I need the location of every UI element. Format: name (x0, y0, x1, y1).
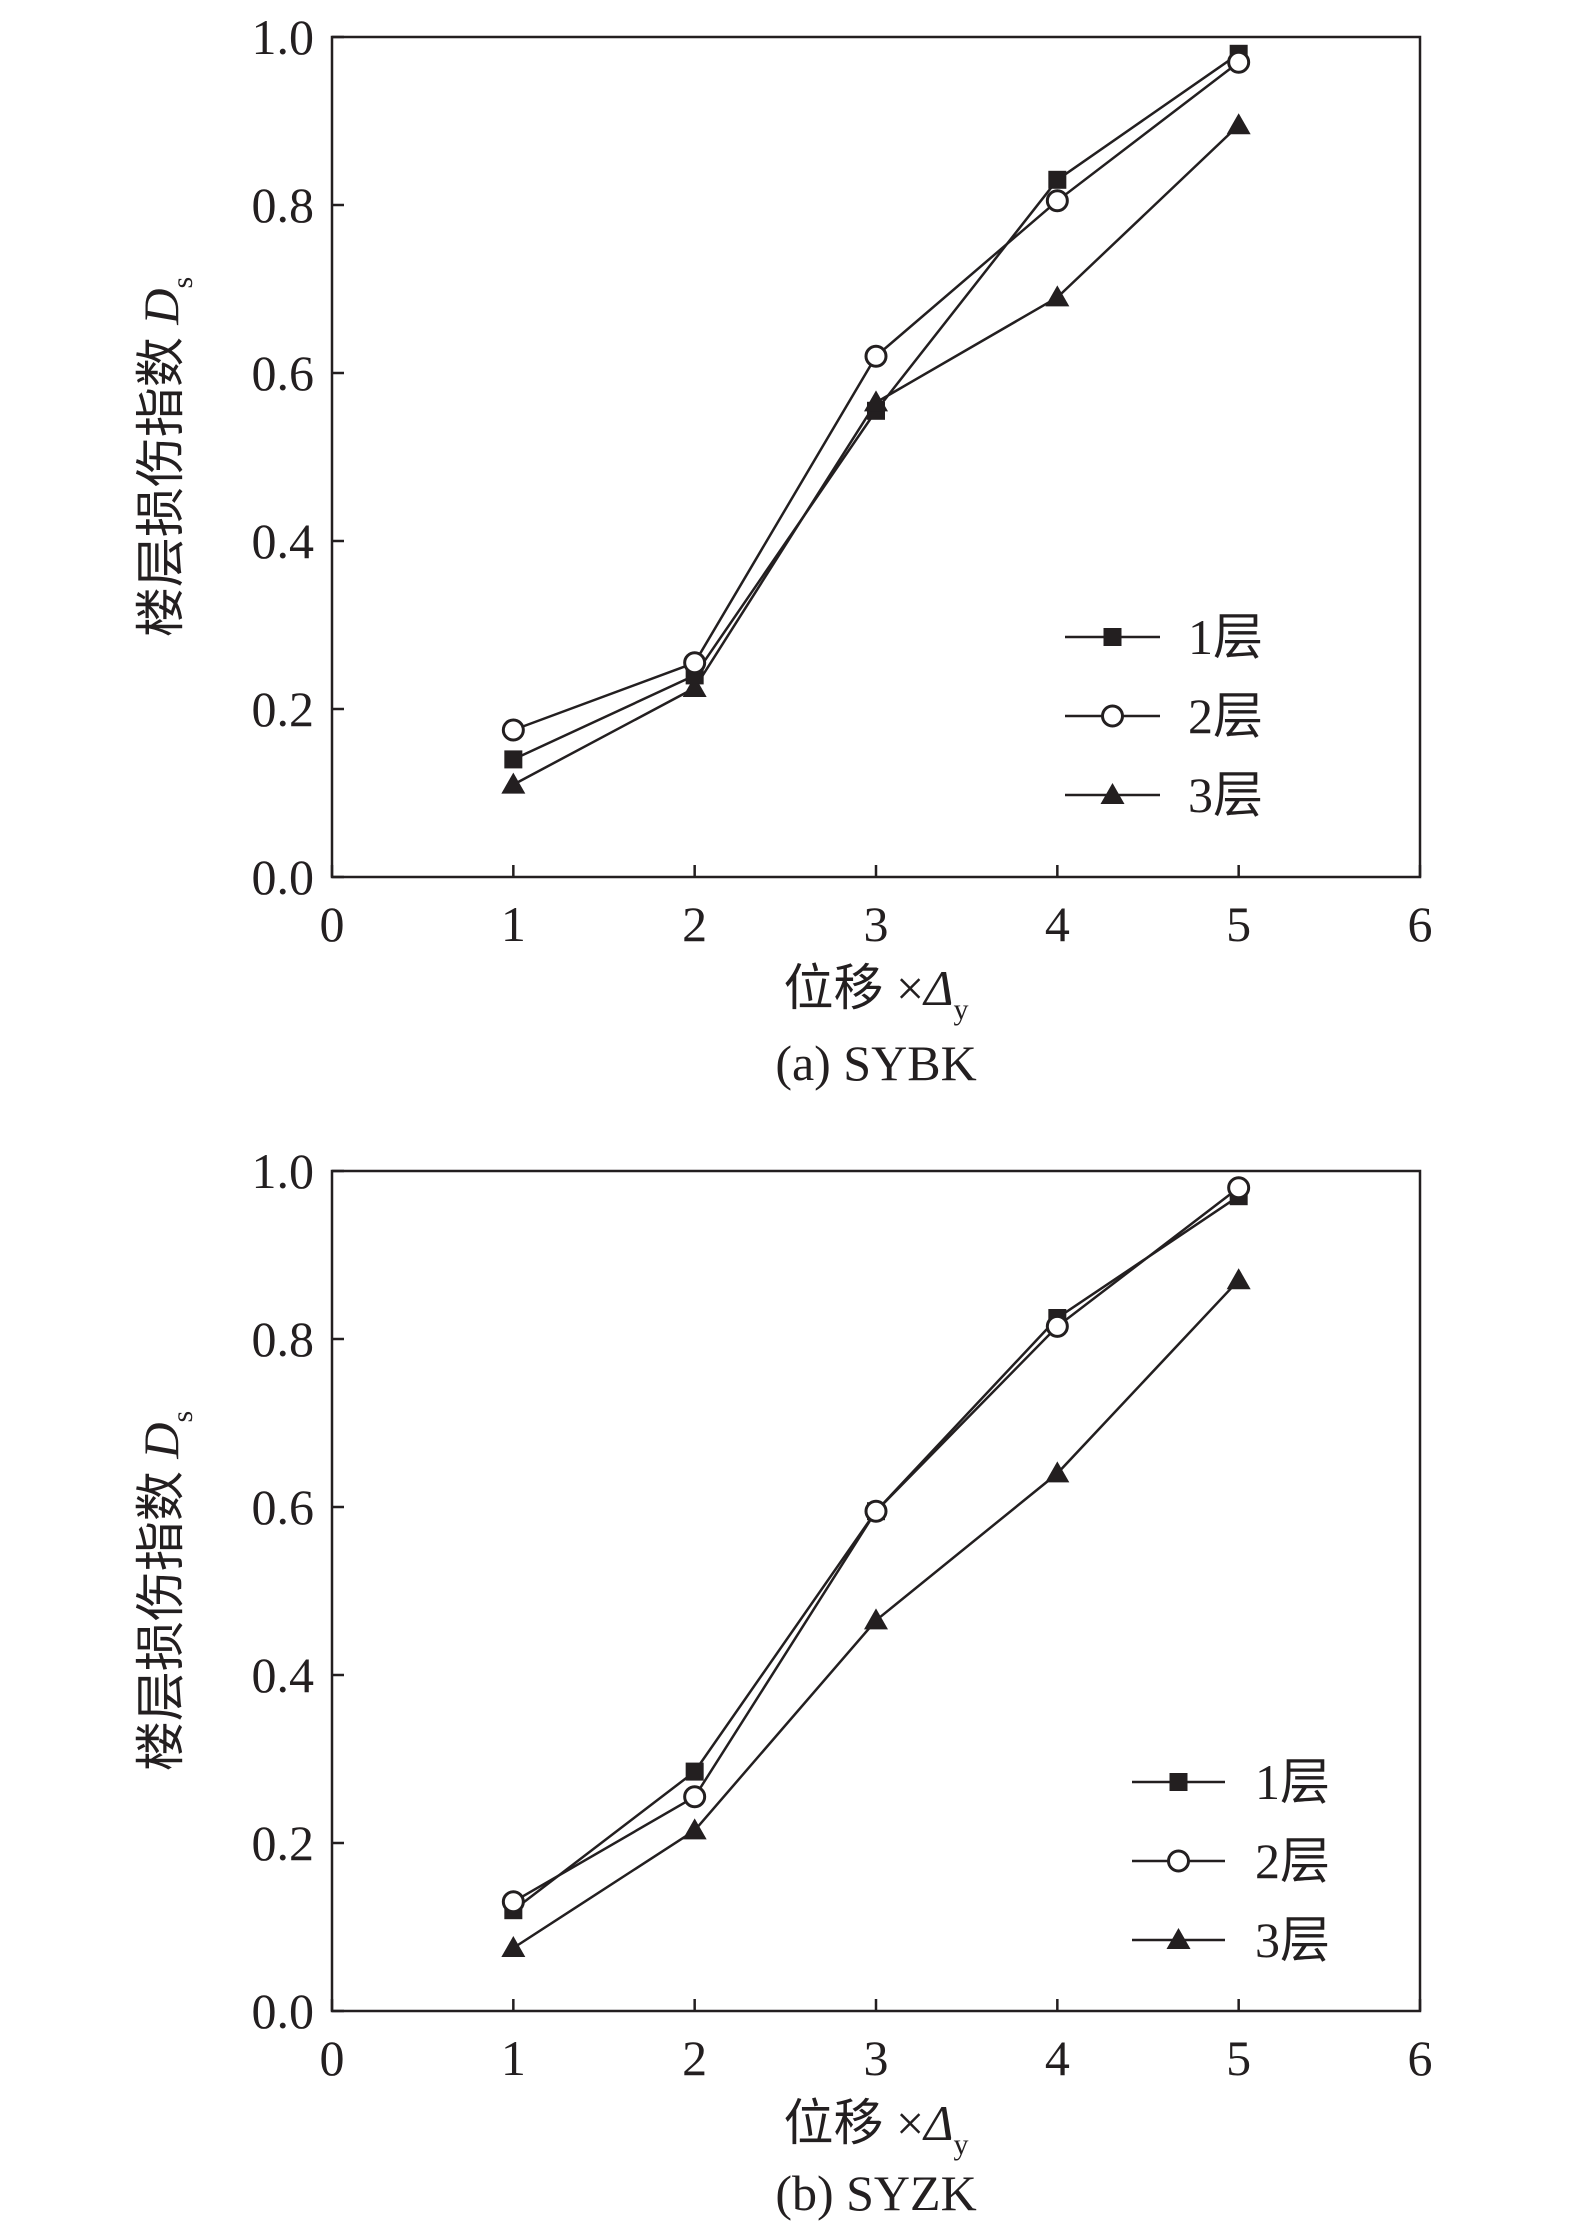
x-tick-label: 1 (501, 2030, 526, 2086)
chart-caption: (b) SYZK (775, 2165, 976, 2221)
data-point-3 (682, 1818, 707, 1840)
y-axis-title: 楼层损伤指数 Ds (133, 277, 199, 637)
x-tick-label: 0 (320, 896, 345, 952)
x-axis-title-symbol: Δ (922, 960, 953, 1016)
data-point-2 (1045, 1314, 1069, 1338)
data-point-1 (504, 750, 523, 769)
x-tick-label: 5 (1226, 896, 1251, 952)
data-point-2 (683, 1785, 707, 1809)
x-axis-title: 位移 ×Δy (783, 960, 968, 1026)
data-point-2 (864, 344, 888, 368)
data-point-3 (864, 1608, 888, 1630)
y-axis-title: 楼层损伤指数 Ds (133, 1411, 199, 1771)
data-point-3 (501, 1936, 526, 1957)
y-tick-label: 1.0 (252, 1143, 315, 1199)
series-line-1 (512, 1195, 1240, 1912)
plot-frame (330, 35, 1422, 879)
legend-label: 3层 (1255, 1912, 1330, 1968)
y-tick-label: 0.6 (252, 345, 315, 401)
legend-marker (1103, 628, 1122, 646)
data-point-2 (864, 1499, 888, 1523)
x-axis-title-subscript: y (954, 2128, 969, 2161)
x-tick-label: 3 (864, 2030, 889, 2086)
legend-label: 3层 (1188, 767, 1263, 823)
x-axis-title-main: 位移 × (783, 960, 924, 1016)
y-tick-label: 0.0 (252, 849, 315, 905)
x-tick-label: 1 (501, 896, 526, 952)
y-axis-title-main: 楼层损伤指数 (133, 325, 189, 638)
legend: 1层 2层 3层 (1132, 1754, 1330, 1968)
data-point-3 (864, 390, 888, 412)
data-point-2 (1045, 189, 1069, 213)
chart-a: 0 1 2 3 4 5 6 0.0 0.2 0.4 0.6 0.8 1.0 位移 ×Δy 楼层损伤指数 Ds… (133, 9, 1433, 1091)
data-point-1 (685, 1762, 704, 1781)
y-tick-label: 0.6 (252, 1479, 315, 1535)
x-tick-label: 2 (682, 2030, 707, 2086)
x-tick-label: 6 (1408, 896, 1433, 952)
legend-marker (1101, 704, 1124, 728)
legend-label: 2层 (1255, 1833, 1330, 1889)
series-line-2 (512, 1186, 1240, 1903)
chart-b: 0 1 2 3 4 5 6 0.0 0.2 0.4 0.6 0.8 1.0 位移 ×Δy 楼层损伤指数 Ds… (133, 1143, 1433, 2221)
y-tick-label: 0.2 (252, 1815, 315, 1871)
x-axis-title-symbol: Δ (922, 2095, 953, 2151)
data-point-2 (501, 718, 525, 742)
x-tick-label: 6 (1408, 2030, 1433, 2086)
x-tick-label: 4 (1045, 896, 1070, 952)
data-point-3 (501, 772, 526, 794)
chart-caption: (a) SYBK (775, 1035, 976, 1091)
y-tick-label: 0.4 (252, 513, 315, 569)
data-point-3 (1226, 113, 1251, 135)
y-tick-label: 0.8 (252, 1311, 315, 1367)
legend-label: 1层 (1255, 1754, 1330, 1810)
legend-marker (1100, 783, 1125, 804)
x-tick-label: 3 (864, 896, 889, 952)
legend-label: 2层 (1188, 688, 1263, 744)
data-point-2 (1227, 1176, 1251, 1200)
y-tick-label: 0.8 (252, 177, 315, 233)
legend-label: 1层 (1188, 609, 1263, 665)
legend: 1层 2层 3层 (1065, 609, 1263, 823)
data-point-3 (1045, 285, 1070, 307)
data-point-3 (682, 676, 707, 697)
legend-marker (1167, 1849, 1190, 1873)
y-axis-title-symbol: D (133, 289, 189, 326)
legend-marker (1169, 1773, 1188, 1791)
y-tick-label: 0.2 (252, 681, 315, 737)
x-axis-title-main: 位移 × (783, 2095, 924, 2151)
x-tick-label: 0 (320, 2030, 345, 2086)
data-point-1 (1048, 170, 1067, 189)
y-axis-title-symbol: D (133, 1423, 189, 1460)
y-tick-label: 0.4 (252, 1647, 315, 1703)
x-axis-title: 位移 ×Δy (783, 2095, 968, 2161)
data-point-2 (1227, 50, 1251, 74)
series-line-3 (512, 124, 1240, 786)
x-tick-label: 2 (682, 896, 707, 952)
y-tick-label: 0.0 (252, 1983, 315, 2039)
y-axis-title-main: 楼层损伤指数 (133, 1459, 189, 1772)
legend-marker (1166, 1928, 1191, 1949)
y-tick-label: 1.0 (252, 9, 315, 65)
data-point-2 (683, 651, 707, 675)
data-point-3 (1045, 1461, 1070, 1483)
x-axis-title-subscript: y (954, 993, 969, 1026)
data-point-2 (501, 1890, 525, 1914)
x-tick-label: 5 (1226, 2030, 1251, 2086)
y-axis-title-subscript: s (166, 1411, 199, 1423)
data-point-3 (1226, 1268, 1251, 1290)
x-tick-label: 4 (1045, 2030, 1070, 2086)
y-axis-title-subscript: s (166, 277, 199, 289)
